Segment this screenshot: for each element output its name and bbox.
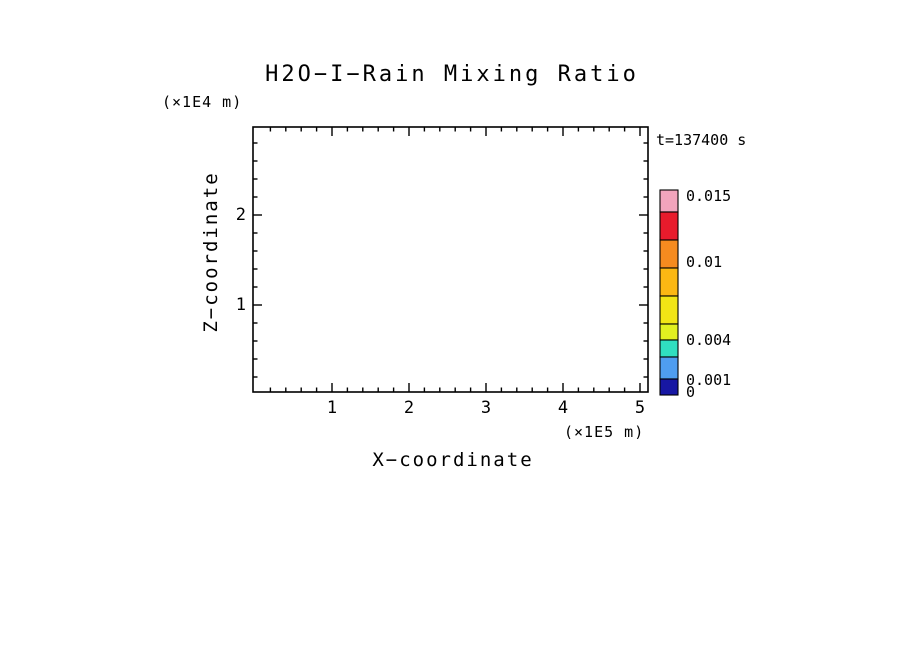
y-axis-unit-label: (×1E4 m) xyxy=(162,93,243,111)
colorbar-value-label: 0.01 xyxy=(686,253,723,271)
x-tick-label: 5 xyxy=(634,398,646,418)
colorbar-segment-lime-yellow xyxy=(659,323,679,341)
colorbar-segment-yellow xyxy=(659,295,679,325)
y-tick-label: 2 xyxy=(235,205,246,225)
x-axis-unit-label: (×1E5 m) xyxy=(564,423,645,441)
colorbar-segment-red xyxy=(659,211,679,241)
chart-title: H2O−I−Rain Mixing Ratio xyxy=(265,62,639,87)
x-tick-label: 1 xyxy=(326,398,338,418)
plot-box xyxy=(252,126,649,393)
colorbar-value-label: 0.001 xyxy=(686,371,732,389)
x-tick-label: 2 xyxy=(403,398,415,418)
colorbar-value-label: 0.015 xyxy=(686,187,732,205)
time-label: t=137400 s xyxy=(656,131,747,149)
colorbar-segment-navy xyxy=(659,378,679,396)
x-tick-label: 4 xyxy=(557,398,569,418)
colorbar-segment-turquoise xyxy=(659,339,679,358)
colorbar-segment-light-blue xyxy=(659,356,679,380)
colorbar-value-label: 0 xyxy=(686,383,696,401)
x-axis-title: X−coordinate xyxy=(372,449,534,471)
y-tick-label: 1 xyxy=(235,295,246,315)
colorbar-segment-gold xyxy=(659,267,679,297)
colorbar-segment-pink xyxy=(659,189,679,213)
colorbar-value-label: 0.004 xyxy=(686,331,732,349)
colorbar-segment-orange xyxy=(659,239,679,269)
x-tick-label: 3 xyxy=(480,398,492,418)
